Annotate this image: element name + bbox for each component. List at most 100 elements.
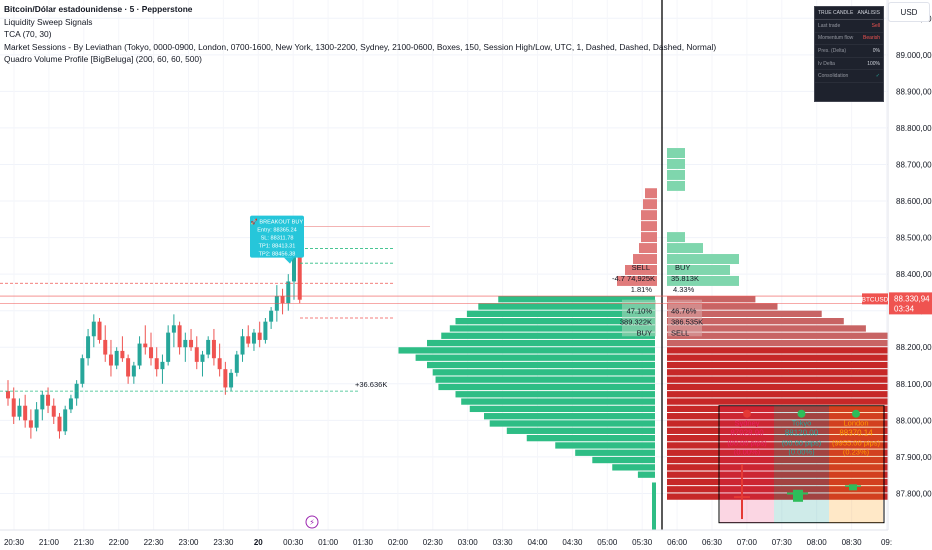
candle-down [23, 405, 28, 421]
profile-bar-top-sell [641, 232, 657, 243]
profile-bar-buy [455, 318, 655, 325]
stat-label: Pres. (Delta) [818, 47, 847, 54]
candle-down [246, 336, 251, 344]
candle-up [200, 354, 205, 362]
session-indicator-icon [743, 409, 751, 418]
x-tick-label: 02:00 [388, 538, 409, 547]
session-price: 87928.90 [730, 429, 764, 438]
session-candle [849, 484, 857, 491]
profile-sliver [652, 482, 656, 530]
stat-label: Iv Delta [818, 60, 835, 67]
x-tick-label: 08:30 [842, 538, 863, 547]
session-pct: (0.00%) [734, 448, 761, 457]
profile-bar-sell [667, 332, 888, 339]
session-price: 88120.00 [785, 429, 819, 438]
candle-up [68, 398, 73, 410]
candle-down [103, 339, 108, 355]
signal-pointer [284, 257, 294, 264]
session-pct: (0.23%) [843, 448, 870, 457]
profile-bar-top-buy [667, 232, 685, 243]
lightning-icon [305, 515, 319, 529]
indicator-4[interactable]: Quadro Volume Profile [BigBeluga] (200, … [4, 54, 202, 65]
x-tick-label: 09: [881, 538, 892, 547]
signal-line: TP2: 88456.38 [259, 252, 296, 258]
session-box-london [829, 405, 883, 523]
y-tick-label: 88.700,00 [896, 160, 932, 169]
x-tick-label: 01:00 [318, 538, 339, 547]
session-pct: (0.00%) [788, 448, 815, 457]
profile-label: 4.33% [673, 285, 695, 294]
x-tick-label: 06:30 [702, 538, 723, 547]
currency-button[interactable]: USD [888, 2, 930, 22]
candle-up [183, 339, 188, 348]
profile-label: BUY [675, 263, 690, 272]
profile-bar-buy [415, 354, 655, 361]
profile-bar-sell [667, 398, 888, 405]
candle-up [86, 336, 91, 359]
symbol-title[interactable]: Bitcoin/Dólar estadounidense · 5 · Peppe… [4, 4, 193, 14]
x-tick-label: 01:30 [353, 538, 374, 547]
profile-label: 47.10% [627, 307, 653, 316]
profile-bar-top-buy [667, 180, 685, 191]
price-tag-value: 88.330,94 [894, 294, 930, 303]
profile-bar-top-buy [667, 169, 685, 180]
stat-label: Momentum flow [818, 35, 854, 42]
candles [6, 237, 302, 439]
profile-bar-buy [427, 339, 655, 347]
profile-bar-sell [667, 493, 888, 500]
tab-true-candle[interactable]: TRUE CANDLE [818, 10, 854, 16]
profile-bar-sell [667, 354, 888, 361]
x-tick-label: 04:00 [527, 538, 548, 547]
indicator-2[interactable]: TCA (70, 30) [4, 29, 52, 40]
session-box-tokyo [774, 405, 829, 523]
stats-panel: TRUE CANDLE ANÁLISIS Last trade Sell Mome… [814, 6, 884, 102]
candle-up [137, 343, 142, 366]
signal-line: 🚀 BREAKOUT BUY [251, 218, 304, 226]
profile-bar-top-sell [617, 275, 657, 286]
candle-down [211, 339, 216, 359]
candle-up [240, 336, 245, 355]
symbol-tag-label: BTCUSD [862, 296, 889, 303]
candle-down [6, 391, 10, 399]
candle-up [234, 354, 239, 373]
profile-bar-buy [575, 449, 655, 456]
candle-down [97, 321, 102, 340]
candle-up [286, 281, 291, 304]
lightning-glyph: ⚡ [309, 518, 315, 527]
signal-box [250, 215, 304, 258]
profile-bar-top-sell [639, 243, 657, 254]
candle-down [108, 354, 113, 366]
candle-up [160, 361, 165, 370]
indicator-3[interactable]: Market Sessions - By Leviathan (Tokyo, 0… [4, 41, 717, 52]
profile-bar-buy [592, 456, 655, 464]
profile-bar-sell [667, 405, 888, 413]
tab-analisis[interactable]: ANÁLISIS [857, 10, 880, 16]
profile-bar-top-sell [641, 210, 657, 221]
candle-down [194, 347, 199, 362]
session-frame [718, 405, 885, 524]
candle-down [120, 350, 125, 359]
profile-label: -4.7 74,925K [612, 274, 655, 283]
x-tick-label: 08:00 [807, 538, 828, 547]
profile-bar-sell [667, 449, 888, 456]
session-pips: (00.00 pips) [727, 439, 767, 448]
profile-bar-buy [461, 398, 655, 405]
profile-bar-buy [555, 442, 655, 449]
profile-bar-buy [637, 471, 655, 478]
candle-up [91, 321, 96, 337]
signal-line: TP1: 88413.31 [259, 244, 296, 250]
candle-up [229, 372, 234, 388]
stat-value: 100% [867, 60, 880, 67]
session-indicator-icon [797, 409, 806, 418]
profile-bar-sell [667, 456, 888, 464]
candle-down [46, 394, 51, 406]
time-axis: 20:30 21:00 21:30 22:00 22:30 23:00 23:30 20 00:… [0, 515, 892, 547]
indicator-1[interactable]: Liquidity Sweep Signals [4, 16, 93, 27]
profile-bar-buy [398, 347, 655, 354]
candle-down [297, 248, 302, 300]
candle-up [40, 394, 45, 410]
profile-bar-buy [469, 405, 655, 413]
candle-down [126, 358, 131, 377]
stat-value: Bearish [863, 35, 880, 42]
